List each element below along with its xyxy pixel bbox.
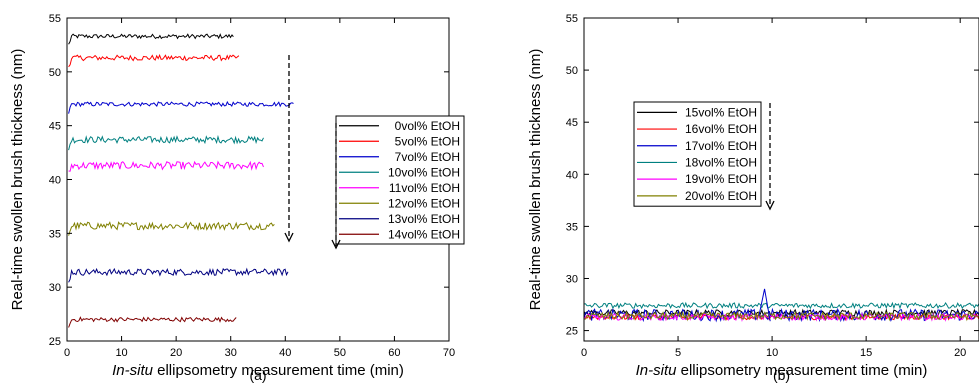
series-line-19vol-etoh [584,312,979,322]
y-tick-label: 25 [566,326,578,338]
y-tick-label: 50 [566,65,578,77]
dashed-arrow-annotation [284,55,294,243]
dashed-arrow-annotation [331,123,341,250]
series-line-5vol-etoh [68,53,240,68]
legend-entry: 15vol% EtOH [685,105,757,119]
series-spike [758,288,771,322]
x-tick-label: 20 [170,347,182,359]
legend-box [633,101,762,207]
x-tick-label: 5 [675,347,681,359]
legend-entry: 5vol% EtOH [395,134,460,148]
legend-entry: 13vol% EtOH [388,212,460,226]
series-line-11vol-etoh [68,160,264,172]
y-tick-label: 45 [566,117,578,129]
x-tick-label: 0 [64,347,70,359]
x-axis-label: In-situ ellipsometry measurement time (m… [112,362,404,379]
legend-entry: 12vol% EtOH [388,196,460,210]
y-tick-label: 40 [566,169,578,181]
y-tick-label: 45 [49,121,61,133]
legend-entry: 14vol% EtOH [388,227,460,241]
series-line-20vol-etoh [584,310,979,322]
x-tick-label: 15 [860,347,872,359]
series-line-18vol-etoh [584,301,979,310]
panel-label: (b) [773,367,790,383]
legend-entry: 17vol% EtOH [685,139,757,153]
legend-entry: 18vol% EtOH [685,155,757,169]
x-tick-label: 70 [443,347,455,359]
legend-entry: 0vol% EtOH [395,119,460,133]
series-line-14vol-etoh [68,316,237,328]
y-tick-label: 50 [49,67,61,79]
y-axis-label: Real-time swollen brush thickness (nm) [527,49,544,311]
arrow-head-icon [331,239,341,250]
legend: 15vol% EtOH 16vol% EtOH 17vol% EtOH 18vol% … [633,101,762,207]
y-tick-label: 55 [566,13,578,25]
plot-frame [583,17,979,342]
panel-label: (a) [249,367,266,383]
x-axis-label: In-situ ellipsometry measurement time (m… [636,362,928,379]
series-line-7vol-etoh [68,100,294,114]
arrow-head-icon [765,200,775,211]
series-line-0vol-etoh [68,33,234,45]
x-tick-label: 40 [279,347,291,359]
legend-entry: 11vol% EtOH [389,181,460,195]
x-tick-label: 10 [766,347,778,359]
y-tick-label: 35 [566,221,578,233]
x-tick-label: 0 [581,347,587,359]
x-tick-label: 30 [225,347,237,359]
x-tick-label: 60 [388,347,400,359]
legend-entry: 10vol% EtOH [388,165,460,179]
legend-entry: 20vol% EtOH [685,189,757,203]
x-tick-label: 20 [954,347,966,359]
series-line-13vol-etoh [68,267,289,283]
y-tick-label: 25 [49,336,61,348]
y-tick-label: 35 [49,228,61,240]
chart-panel-b: 0 5 10 15 20 25 30 35 40 45 50 55 Real-time swollen … [527,13,979,383]
legend-entry: 19vol% EtOH [685,172,757,186]
y-tick-label: 40 [49,175,61,187]
legend-entry: 16vol% EtOH [685,122,757,136]
x-tick-label: 50 [334,347,346,359]
x-tick-label: 10 [115,347,127,359]
legend-entry: 7vol% EtOH [395,150,460,164]
y-tick-label: 55 [49,13,61,25]
series-line-10vol-etoh [68,134,264,151]
y-tick-label: 30 [49,282,61,294]
series-line-12vol-etoh [68,221,275,236]
dashed-arrow-annotation [765,103,775,211]
y-tick-label: 30 [566,273,578,285]
y-axis-label: Real-time swollen brush thickness (nm) [9,49,26,311]
chart-panel-a: 0 10 20 30 40 50 60 70 25 30 35 40 45 50 55 Real-time s… [9,13,465,383]
arrow-head-icon [284,232,294,243]
